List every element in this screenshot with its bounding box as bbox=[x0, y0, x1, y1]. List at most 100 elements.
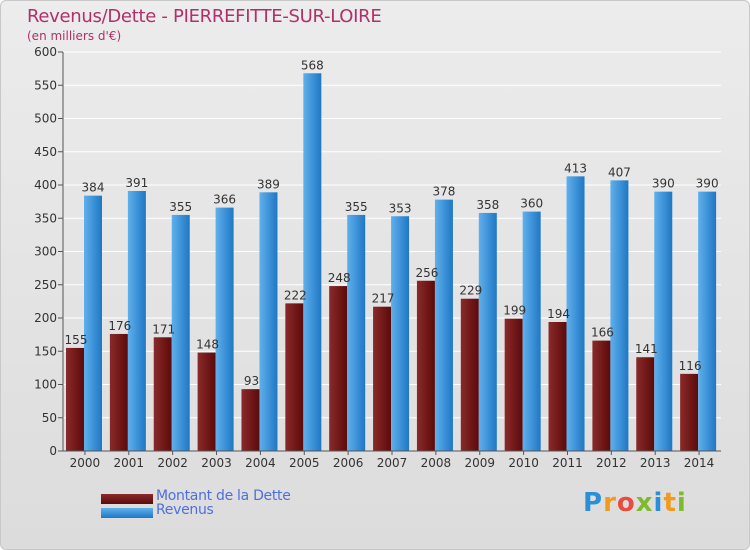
bar-revenue-2006 bbox=[347, 214, 366, 451]
x-tick-label: 2004 bbox=[245, 456, 276, 470]
axes: 0 50 100 150 200 250 300 350 400 450 500 550 600 2000… bbox=[34, 45, 721, 470]
x-tick-label: 2009 bbox=[464, 456, 495, 470]
data-label-debt-2000: 155 bbox=[65, 333, 88, 347]
bar-revenue-2008 bbox=[434, 199, 453, 451]
data-label-revenue-2013: 390 bbox=[652, 177, 675, 191]
bar-revenue-2005 bbox=[303, 73, 322, 451]
bar-debt-2007 bbox=[373, 306, 392, 451]
x-tick-label: 2006 bbox=[333, 456, 364, 470]
bar-debt-2001 bbox=[109, 333, 128, 451]
data-label-revenue-2010: 360 bbox=[520, 197, 543, 211]
data-label-revenue-2007: 353 bbox=[389, 201, 412, 215]
bar-revenue-2010 bbox=[522, 211, 541, 451]
x-tick-label: 2005 bbox=[289, 456, 320, 470]
bar-revenue-2000 bbox=[84, 195, 102, 451]
data-label-revenue-2005: 568 bbox=[301, 58, 324, 72]
data-label-revenue-2003: 366 bbox=[213, 193, 236, 207]
x-tick-label: 2011 bbox=[552, 456, 583, 470]
y-tick-label: 200 bbox=[34, 311, 57, 325]
data-label-revenue-2014: 390 bbox=[696, 177, 719, 191]
bar-debt-2003 bbox=[197, 352, 216, 451]
bar-debt-2004 bbox=[241, 389, 260, 451]
x-tick-label: 2000 bbox=[70, 456, 101, 470]
y-tick-label: 500 bbox=[34, 112, 57, 126]
y-tick-label: 350 bbox=[34, 211, 57, 225]
y-tick-label: 300 bbox=[34, 245, 57, 259]
bar-revenue-2004 bbox=[259, 192, 278, 451]
bar-revenue-2012 bbox=[610, 180, 629, 451]
data-label-debt-2008: 256 bbox=[415, 266, 438, 280]
chart-subtitle: (en milliers d'€) bbox=[27, 29, 122, 43]
bar-revenue-2009 bbox=[478, 212, 497, 451]
logo-letter: r bbox=[603, 488, 617, 518]
x-tick-label: 2013 bbox=[640, 456, 671, 470]
y-tick-label: 450 bbox=[34, 145, 57, 159]
proxiti-logo: Proxiti bbox=[583, 488, 687, 518]
y-tick-label: 600 bbox=[34, 45, 57, 59]
y-tick-label: 100 bbox=[34, 378, 57, 392]
data-label-debt-2004: 93 bbox=[244, 374, 259, 388]
bar-revenue-2013 bbox=[654, 191, 673, 451]
y-tick-label: 250 bbox=[34, 278, 57, 292]
data-label-debt-2011: 194 bbox=[547, 307, 570, 321]
x-tick-label: 2012 bbox=[596, 456, 627, 470]
bar-debt-2011 bbox=[548, 321, 567, 451]
legend-swatch-revenue bbox=[101, 508, 153, 518]
logo-letter: o bbox=[616, 488, 636, 518]
data-label-debt-2010: 199 bbox=[503, 304, 526, 318]
data-label-revenue-2008: 378 bbox=[432, 185, 455, 199]
data-labels: 155 384 176 391 171 355 148 366 93 389 222 568 248 35… bbox=[65, 58, 719, 388]
data-label-revenue-2009: 358 bbox=[476, 198, 499, 212]
bars bbox=[66, 73, 717, 452]
bar-debt-2013 bbox=[636, 357, 655, 451]
data-label-revenue-2000: 384 bbox=[82, 181, 105, 195]
data-label-revenue-2004: 389 bbox=[257, 177, 280, 191]
x-tick-label: 2010 bbox=[508, 456, 539, 470]
bar-debt-2008 bbox=[416, 280, 435, 451]
bar-debt-2010 bbox=[504, 318, 523, 451]
y-tick-label: 0 bbox=[49, 444, 57, 458]
x-tick-label: 2001 bbox=[114, 456, 145, 470]
bar-revenue-2001 bbox=[127, 190, 146, 452]
data-label-revenue-2002: 355 bbox=[169, 200, 192, 214]
data-label-debt-2009: 229 bbox=[459, 284, 482, 298]
x-tick-label: 2008 bbox=[421, 456, 452, 470]
data-label-revenue-2006: 355 bbox=[345, 200, 368, 214]
x-tick-label: 2014 bbox=[684, 456, 715, 470]
data-label-debt-2006: 248 bbox=[328, 271, 351, 285]
legend-label-revenue: Revenus bbox=[156, 502, 214, 518]
logo-letter: P bbox=[583, 488, 604, 518]
y-tick-label: 400 bbox=[34, 178, 57, 192]
legend-swatch-debt bbox=[101, 494, 153, 504]
data-label-debt-2007: 217 bbox=[372, 292, 395, 306]
bar-revenue-2003 bbox=[215, 207, 234, 451]
x-tick-label: 2007 bbox=[377, 456, 408, 470]
y-tick-label: 550 bbox=[34, 78, 57, 92]
data-label-debt-2012: 166 bbox=[591, 326, 614, 340]
chart-title: Revenus/Dette - PIERREFITTE-SUR-LOIRE bbox=[27, 6, 382, 27]
logo-letter: i bbox=[653, 488, 664, 518]
bar-debt-2012 bbox=[592, 340, 611, 451]
x-tick-label: 2002 bbox=[157, 456, 188, 470]
data-label-debt-2002: 171 bbox=[152, 322, 175, 336]
bar-revenue-2014 bbox=[698, 191, 717, 451]
data-label-debt-2003: 148 bbox=[196, 338, 219, 352]
data-label-debt-2013: 141 bbox=[635, 342, 658, 356]
bar-debt-2006 bbox=[329, 286, 348, 451]
bar-revenue-2011 bbox=[566, 176, 585, 452]
logo-letter: t bbox=[663, 488, 677, 518]
data-label-debt-2001: 176 bbox=[108, 319, 131, 333]
y-tick-label: 50 bbox=[42, 411, 57, 425]
data-label-revenue-2011: 413 bbox=[564, 161, 587, 175]
bar-debt-2005 bbox=[285, 303, 304, 451]
bar-revenue-2002 bbox=[171, 214, 190, 451]
data-label-debt-2014: 116 bbox=[679, 359, 702, 373]
bar-revenue-2007 bbox=[391, 216, 410, 451]
y-tick-label: 150 bbox=[34, 344, 57, 358]
data-label-revenue-2001: 391 bbox=[125, 176, 148, 190]
bar-debt-2009 bbox=[460, 298, 479, 451]
data-label-debt-2005: 222 bbox=[284, 288, 307, 302]
bar-debt-2014 bbox=[680, 373, 699, 451]
